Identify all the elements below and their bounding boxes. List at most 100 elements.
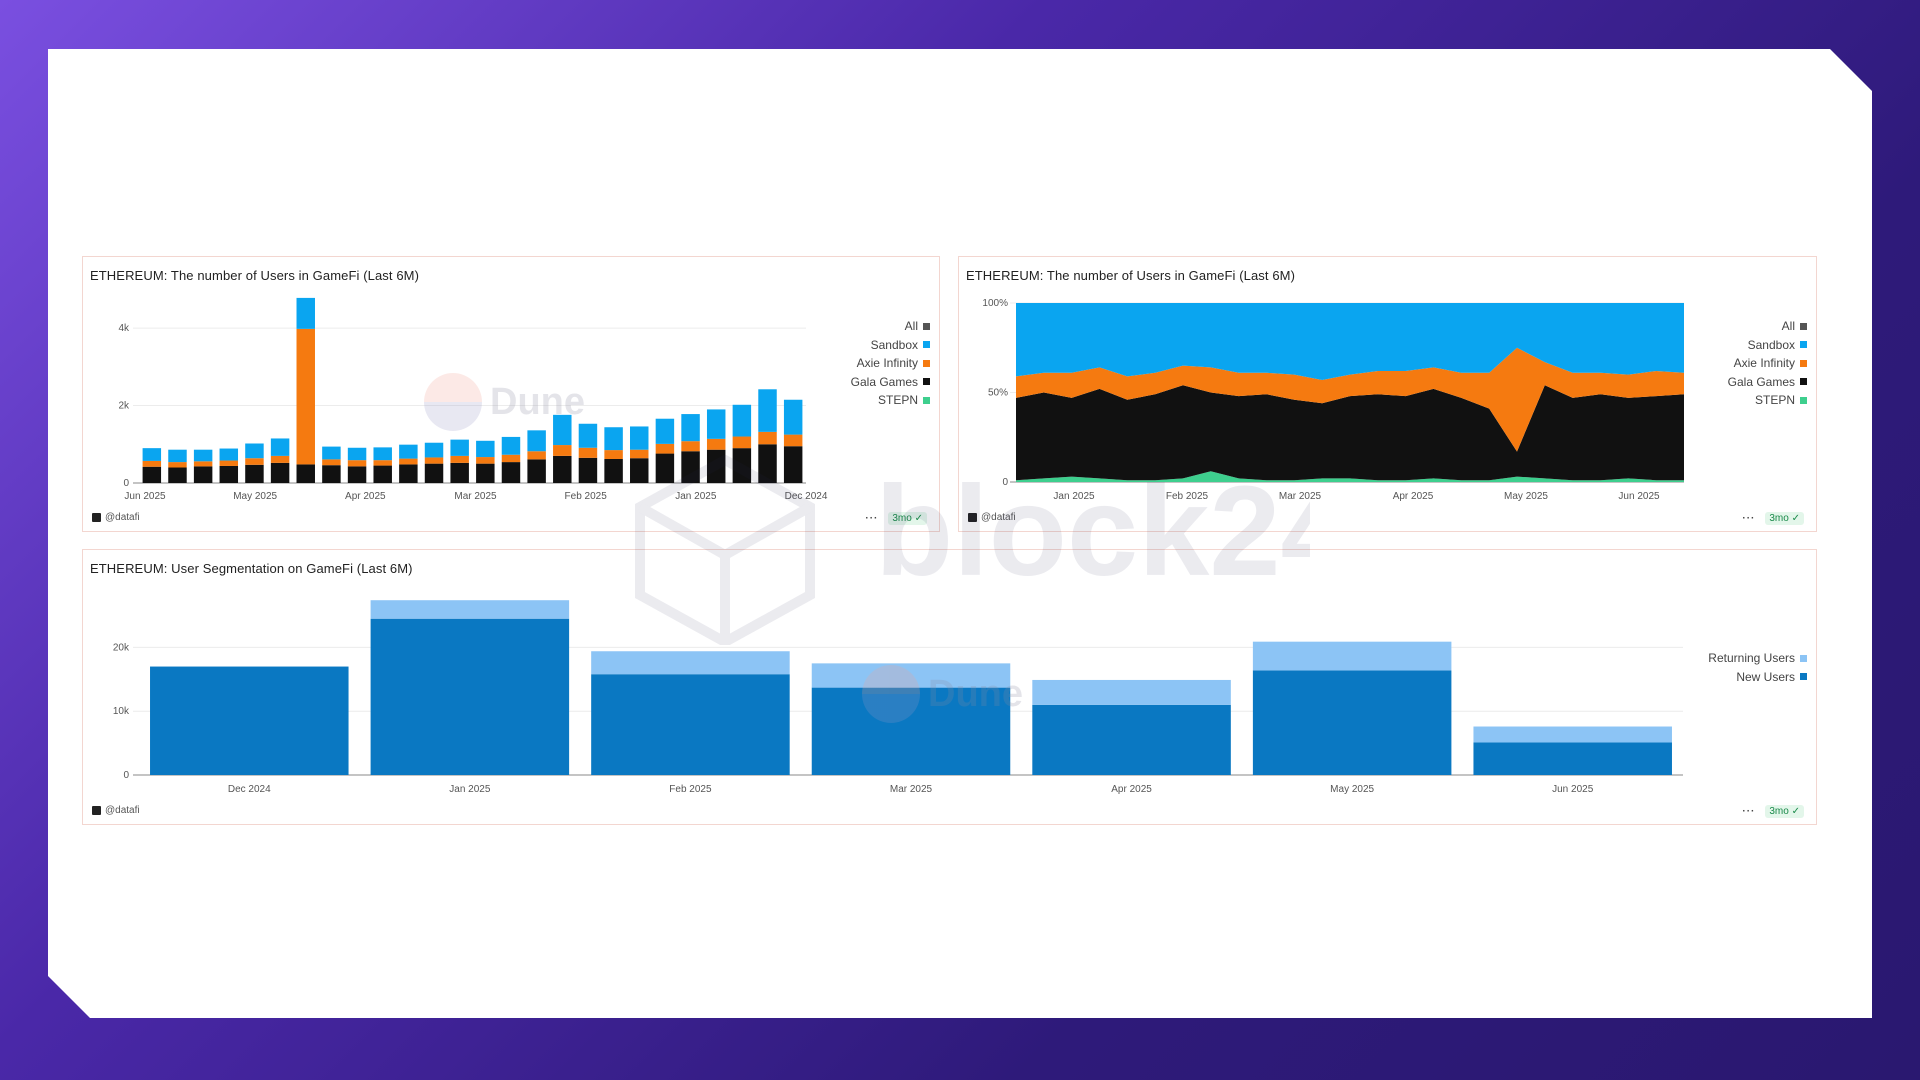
legend-item[interactable]: All: [1728, 317, 1807, 336]
legend-item[interactable]: Sandbox: [851, 336, 930, 355]
x-tick-label: Dec 2024: [785, 491, 828, 502]
bar-segment: [370, 618, 570, 775]
legend-item[interactable]: STEPN: [851, 391, 930, 410]
bar-segment: [1032, 679, 1231, 705]
bar-segment: [578, 447, 598, 458]
x-tick-label: Feb 2025: [1166, 491, 1209, 502]
freshness-label: 3mo: [892, 513, 912, 524]
bar-segment: [142, 460, 162, 467]
bar-segment: [168, 449, 187, 463]
legend-label: STEPN: [877, 393, 918, 408]
more-menu-icon[interactable]: ···: [1742, 806, 1756, 817]
bar-segment: [591, 651, 790, 675]
legend-item[interactable]: Gala Games: [1728, 373, 1807, 392]
legend-item[interactable]: Axie Infinity: [851, 354, 930, 373]
bar-segment: [347, 466, 367, 483]
bar-segment: [811, 687, 1011, 775]
bar-segment: [373, 460, 392, 466]
segmentation-bar-chart: 0 10k 20k Dec 2024 Jan 2025 Feb 2025 Mar 2025 A…: [113, 600, 1683, 795]
more-menu-icon[interactable]: ···: [1742, 513, 1756, 524]
bar-segment: [219, 460, 239, 466]
bar-segment: [578, 423, 598, 448]
bar-segment: [168, 467, 187, 483]
legend-swatch: [923, 322, 930, 330]
y-tick-label: 10k: [113, 706, 130, 717]
freshness-area: ··· 3mo ✓: [1742, 512, 1804, 525]
legend-swatch: [1800, 654, 1807, 662]
bar-segment: [399, 444, 418, 459]
bar-segment: [476, 457, 495, 464]
bar-segment: [681, 451, 700, 483]
legend-label: Gala Games: [850, 374, 918, 389]
legend-label: All: [1781, 319, 1795, 334]
bar-segment: [193, 461, 213, 467]
bar-segment: [783, 434, 803, 447]
author-tag[interactable]: @datafi: [968, 512, 1016, 523]
chart-title: ETHEREUM: The number of Users in GameFi …: [966, 268, 1296, 283]
x-tick-label: Mar 2025: [890, 784, 933, 795]
bar-segment: [604, 458, 623, 483]
legend-item[interactable]: New Users: [1708, 668, 1807, 687]
freshness-badge[interactable]: 3mo ✓: [888, 512, 927, 525]
bar-segment: [270, 455, 290, 463]
legend-item[interactable]: STEPN: [1728, 391, 1807, 410]
x-tick-label: May 2025: [1504, 491, 1548, 502]
bar-segment: [150, 666, 349, 775]
x-tick-label: Jun 2025: [1618, 491, 1660, 502]
bar-segment: [347, 460, 367, 467]
bar-segment: [450, 462, 469, 483]
legend-item[interactable]: Returning Users: [1708, 649, 1807, 668]
bar-segment: [553, 455, 572, 483]
more-menu-icon[interactable]: ···: [865, 513, 879, 524]
x-tick-label: May 2025: [233, 491, 277, 502]
area-series-gala-games: [1016, 385, 1684, 481]
user-avatar-icon: [968, 513, 977, 522]
bar-segment: [296, 297, 315, 329]
bar-segment: [270, 438, 290, 456]
bar-segment: [811, 663, 1011, 688]
x-tick-label: Apr 2025: [345, 491, 386, 502]
bar-segment: [655, 418, 675, 444]
bar-segment: [501, 436, 521, 455]
freshness-badge[interactable]: 3mo ✓: [1765, 512, 1804, 525]
bar-segment: [783, 446, 803, 483]
author-tag[interactable]: @datafi: [92, 805, 140, 816]
bar-segment: [732, 436, 752, 449]
bar-segment: [604, 427, 623, 451]
bar-segment: [732, 404, 752, 437]
bar-segment: [527, 430, 546, 452]
bar-segment: [591, 674, 790, 775]
check-circle-icon: ✓: [1791, 513, 1800, 524]
area-series-sandbox: [1016, 303, 1684, 380]
chart-title: ETHEREUM: User Segmentation on GameFi (L…: [90, 561, 413, 576]
author-tag[interactable]: @datafi: [92, 512, 140, 523]
bar-segment: [245, 464, 264, 483]
legend-item[interactable]: Gala Games: [851, 373, 930, 392]
legend-label: STEPN: [1754, 393, 1795, 408]
x-tick-label: May 2025: [1330, 784, 1374, 795]
legend-swatch: [1800, 378, 1807, 386]
freshness-badge[interactable]: 3mo ✓: [1765, 805, 1804, 818]
y-tick-label: 0: [123, 770, 129, 781]
y-tick-label: 20k: [113, 642, 130, 653]
chart-title: ETHEREUM: The number of Users in GameFi …: [90, 268, 420, 283]
legend-item[interactable]: All: [851, 317, 930, 336]
users-bar-chart: 0 2k 4k Jun 2025 May 2025 Apr 2025 Mar 2025 Feb…: [118, 297, 828, 502]
legend-swatch: [1800, 341, 1807, 349]
bar-segment: [1473, 726, 1672, 743]
legend-item[interactable]: Axie Infinity: [1728, 354, 1807, 373]
legend-swatch: [923, 378, 930, 386]
bar-segment: [322, 465, 341, 483]
freshness-area: ··· 3mo ✓: [1742, 805, 1804, 818]
author-name: @datafi: [105, 512, 140, 523]
bar-segment: [450, 439, 469, 456]
bar-segment: [270, 462, 290, 483]
y-tick-label: 50%: [988, 388, 1008, 399]
bar-segment: [553, 414, 572, 446]
x-tick-label: Jun 2025: [1552, 784, 1594, 795]
bar-segment: [322, 459, 341, 466]
legend-item[interactable]: Sandbox: [1728, 336, 1807, 355]
bar-segment: [681, 414, 700, 442]
bar-segment: [630, 449, 649, 459]
bar-segment: [476, 463, 495, 483]
